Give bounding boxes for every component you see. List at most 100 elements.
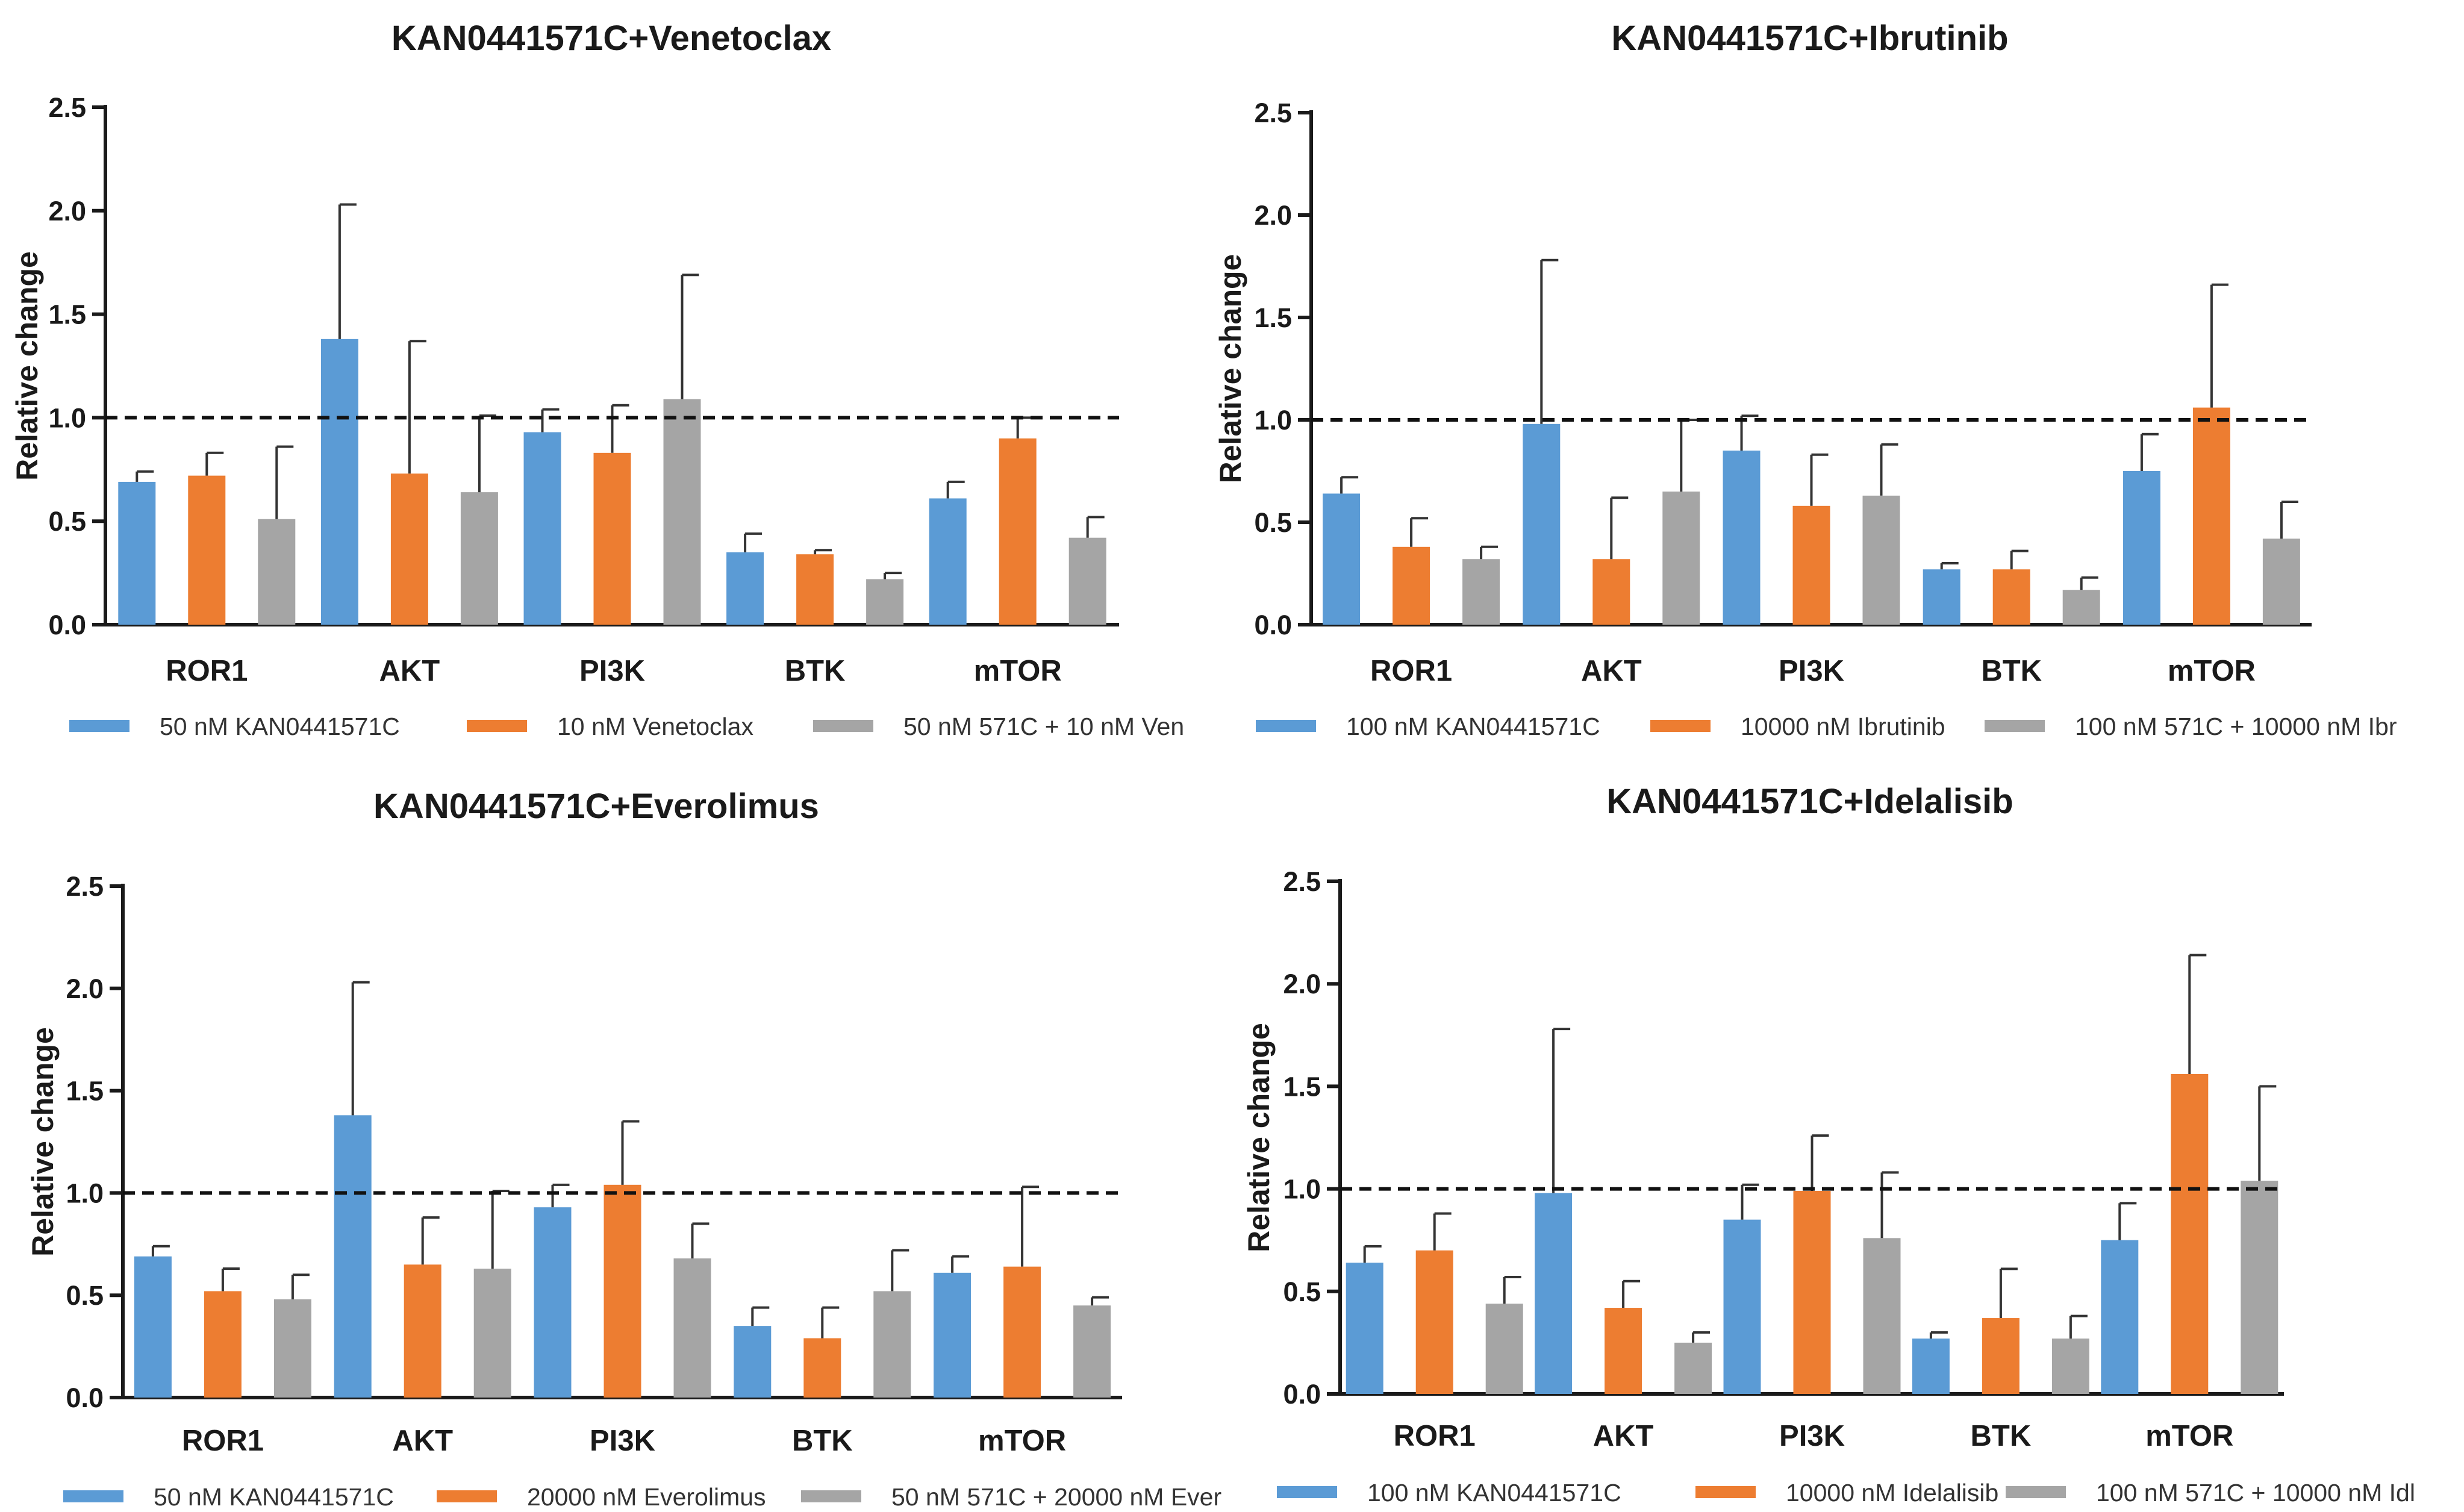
y-tick-label: 1.5 <box>66 1076 104 1107</box>
bar <box>866 579 904 625</box>
chart-title: KAN0441571C+Venetoclax <box>391 19 831 58</box>
bar <box>1674 1342 1712 1394</box>
y-tick-label: 2.0 <box>1254 200 1292 231</box>
bar <box>734 1326 772 1398</box>
x-tick-label: mTOR <box>2168 655 2256 687</box>
bar <box>2051 1339 2089 1394</box>
bar <box>1323 493 1361 625</box>
legend-swatch <box>63 1490 123 1502</box>
bar <box>2122 471 2160 625</box>
x-tick-label: ROR1 <box>182 1425 264 1457</box>
bar <box>204 1291 242 1398</box>
legend-swatch <box>1650 720 1711 732</box>
bar <box>2171 1073 2209 1394</box>
bar <box>2062 590 2100 625</box>
y-tick-label: 2.0 <box>1283 969 1321 999</box>
y-tick-label: 0.0 <box>1254 610 1292 640</box>
bar <box>1723 1219 1761 1394</box>
y-tick-label: 1.5 <box>48 299 86 330</box>
y-axis-label: Relative change <box>1242 1023 1276 1252</box>
bar <box>1723 451 1761 625</box>
bar <box>663 399 701 625</box>
bar <box>999 438 1037 625</box>
legend-label: 10 nM Venetoclax <box>557 713 753 740</box>
x-tick-label: mTOR <box>974 655 1062 687</box>
bar <box>134 1256 172 1398</box>
bar <box>404 1264 441 1398</box>
y-tick-label: 2.5 <box>1283 866 1321 897</box>
bar <box>934 1272 972 1398</box>
legend-label: 100 nM KAN0441571C <box>1367 1479 1621 1507</box>
legend-label: 50 nM 571C + 20000 nM Ever <box>891 1483 1221 1511</box>
legend-label: 100 nM KAN0441571C <box>1346 713 1600 740</box>
x-tick-label: BTK <box>1981 655 2042 687</box>
bar <box>2192 407 2230 625</box>
bar <box>334 1115 372 1398</box>
legend-label: 100 nM 571C + 10000 nM Ibr <box>2075 713 2397 740</box>
bar <box>534 1207 572 1398</box>
bar <box>726 552 764 625</box>
bar <box>1605 1308 1642 1394</box>
legend-swatch <box>69 720 129 732</box>
y-axis-label: Relative change <box>1214 254 1247 484</box>
bar <box>273 1299 311 1398</box>
legend-swatch <box>1277 1486 1337 1498</box>
legend-swatch <box>1985 720 2045 732</box>
legend-label: 50 nM KAN0441571C <box>160 713 400 740</box>
x-tick-label: AKT <box>379 655 440 687</box>
x-tick-label: BTK <box>1971 1420 2032 1452</box>
x-tick-label: ROR1 <box>1370 655 1452 687</box>
y-tick-label: 2.0 <box>48 196 86 226</box>
chart-panel: KAN0441571C+Idelalisib Relative change 0.0… <box>1242 782 2415 1507</box>
x-tick-label: mTOR <box>2145 1420 2233 1452</box>
bar <box>390 473 428 625</box>
bar <box>1415 1250 1453 1394</box>
legend-label: 50 nM KAN0441571C <box>154 1483 394 1511</box>
chart-panel: KAN0441571C+Ibrutinib Relative change 0.0 0… <box>1214 19 2397 740</box>
y-tick-label: 1.0 <box>66 1178 104 1208</box>
y-tick-label: 1.0 <box>48 402 86 433</box>
y-axis-label: Relative change <box>10 251 44 481</box>
bar <box>1793 1191 1831 1394</box>
y-tick-label: 2.0 <box>66 973 104 1004</box>
legend-label: 100 nM 571C + 10000 nM Idl <box>2096 1479 2415 1507</box>
bar <box>1662 492 1700 625</box>
legend-swatch <box>2006 1486 2066 1498</box>
bar <box>1912 1339 1950 1394</box>
bar <box>258 519 296 625</box>
y-tick-label: 2.5 <box>66 871 104 902</box>
legend-swatch <box>801 1490 861 1502</box>
legend-swatch <box>1256 720 1316 732</box>
bar <box>2262 539 2300 625</box>
x-tick-label: PI3K <box>1779 1420 1845 1452</box>
legend-label: 50 nM 571C + 10 nM Ven <box>903 713 1184 740</box>
bar <box>1592 559 1630 625</box>
x-tick-label: AKT <box>1593 1420 1654 1452</box>
bar <box>523 432 561 625</box>
y-tick-label: 0.5 <box>1283 1276 1321 1307</box>
bar <box>673 1258 711 1398</box>
bar <box>1485 1304 1523 1394</box>
bar <box>1535 1193 1573 1394</box>
bar <box>1462 559 1500 625</box>
bar <box>1792 505 1830 625</box>
y-tick-label: 1.5 <box>1283 1071 1321 1102</box>
bar <box>1923 569 1960 625</box>
y-tick-label: 0.5 <box>66 1280 104 1311</box>
legend-label: 20000 nM Everolimus <box>527 1483 766 1511</box>
y-tick-label: 1.0 <box>1283 1174 1321 1205</box>
x-tick-label: mTOR <box>978 1425 1066 1457</box>
bar <box>2101 1240 2139 1394</box>
bar <box>1393 546 1430 625</box>
y-tick-label: 2.5 <box>1254 98 1292 128</box>
chart-panel: KAN0441571C+Venetoclax Relative change 0.0… <box>10 19 1184 740</box>
bar <box>1982 1318 2020 1394</box>
bar <box>1523 423 1561 625</box>
chart-title: KAN0441571C+Idelalisib <box>1606 782 2013 821</box>
x-tick-label: AKT <box>1581 655 1642 687</box>
bar <box>803 1338 841 1398</box>
bar <box>1992 569 2030 625</box>
x-tick-label: PI3K <box>579 655 645 687</box>
y-tick-label: 0.0 <box>1283 1379 1321 1410</box>
